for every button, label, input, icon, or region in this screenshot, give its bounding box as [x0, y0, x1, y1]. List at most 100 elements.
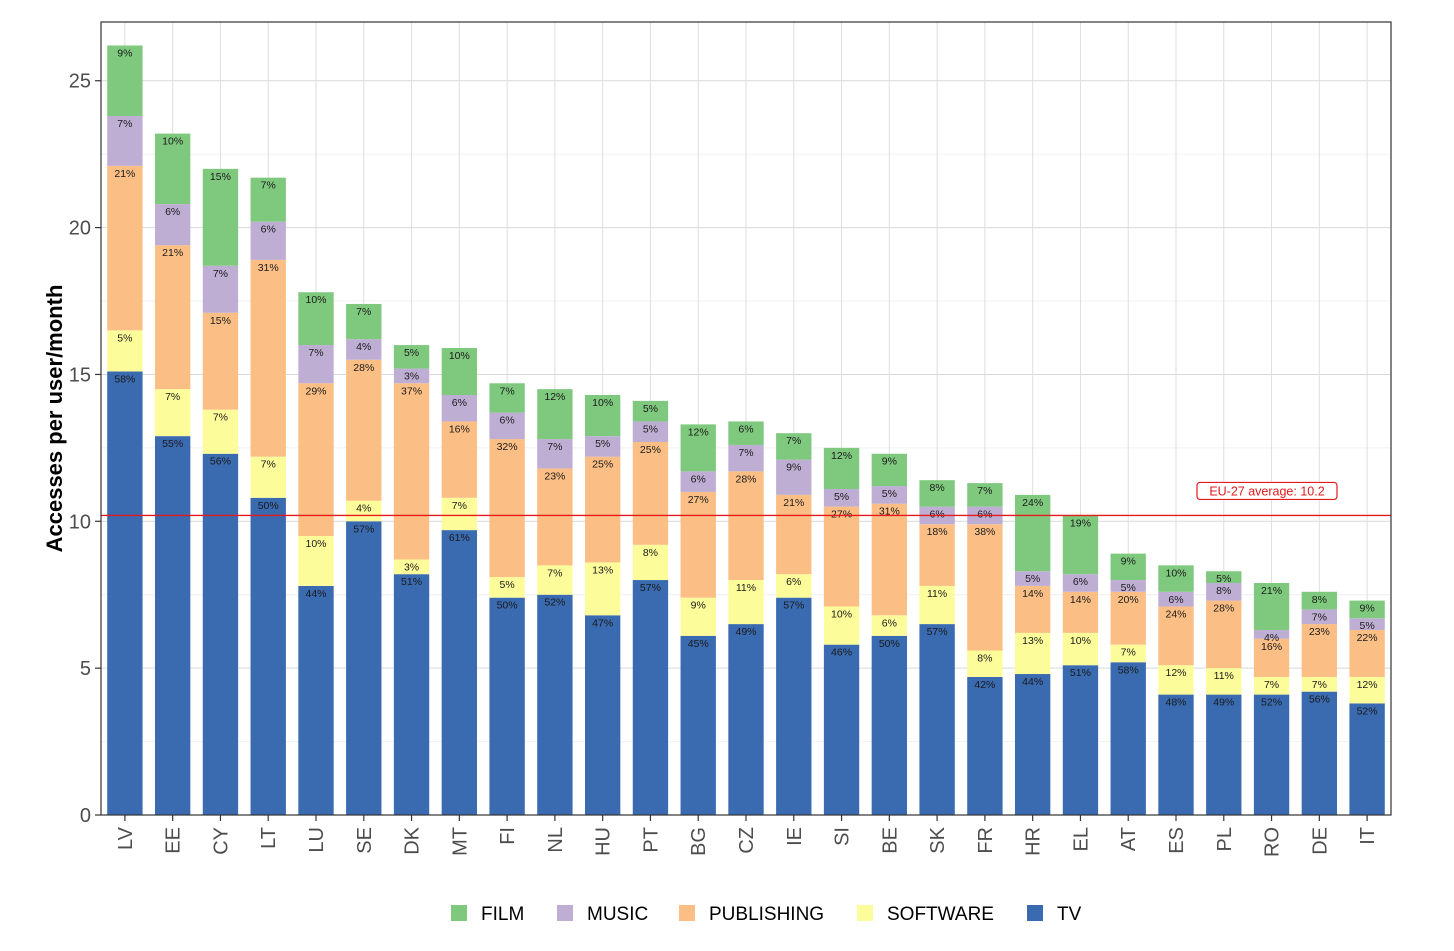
bar-segment-music-fi [489, 412, 525, 440]
bar-segment-film-hu [584, 395, 621, 437]
x-tick-label-pl: PL [1214, 827, 1236, 851]
bar-segment-tv-pt [632, 580, 669, 815]
bar-segment-software-hu [584, 562, 621, 616]
bar-segment-film-si [823, 447, 860, 489]
bar-label-music-cy: 7% [213, 268, 228, 280]
legend-label-music: MUSIC [587, 904, 648, 925]
bar-label-music-nl: 7% [547, 441, 562, 453]
bar-label-film-ro: 21% [1261, 585, 1282, 597]
bar-segment-film-ee [154, 133, 191, 205]
bar-segment-tv-ro [1253, 694, 1290, 815]
x-tick-label-sk: SK [927, 826, 949, 853]
bar-segment-film-be [871, 453, 908, 487]
bar-segment-film-pl [1206, 571, 1242, 583]
bar-label-music-ro: 4% [1264, 632, 1279, 644]
bar-label-music-ee: 6% [165, 206, 180, 218]
legend-label-tv: TV [1057, 904, 1082, 925]
bar-segment-publishing-mt [441, 421, 478, 498]
bar-label-publishing-sk: 18% [927, 526, 948, 538]
bar-segment-publishing-be [871, 503, 908, 616]
bar-segment-tv-fr [967, 676, 1003, 815]
bar-label-film-es: 10% [1165, 567, 1186, 579]
bar-segment-music-lu [298, 345, 334, 384]
bar-label-software-pt: 8% [643, 547, 658, 559]
bar-label-publishing-hu: 25% [592, 459, 613, 471]
bar-segment-tv-de [1301, 691, 1338, 815]
bar-label-music-fi: 6% [500, 415, 515, 427]
bar-segment-publishing-lt [250, 259, 286, 457]
legend-label-film: FILM [481, 904, 524, 925]
bar-segment-music-at [1110, 580, 1146, 592]
bar-segment-software-el [1062, 632, 1099, 666]
x-tick-label-hr: HR [1023, 827, 1045, 856]
bar-segment-publishing-pt [632, 441, 669, 545]
bar-segment-tv-be [871, 635, 908, 815]
y-tick-label: 10 [69, 511, 91, 533]
bar-label-publishing-es: 24% [1165, 608, 1186, 620]
bar-label-software-at: 7% [1121, 647, 1136, 659]
bar-segment-music-mt [441, 395, 478, 422]
bar-segment-film-lv [107, 45, 143, 116]
eu-average-label-box [1196, 481, 1338, 501]
bar-label-tv-el: 51% [1070, 667, 1091, 679]
x-tick-label-cy: CY [210, 827, 232, 855]
bar-segment-publishing-nl [537, 468, 573, 566]
bar-label-music-hr: 5% [1025, 573, 1040, 585]
bar-label-tv-se: 57% [353, 523, 374, 535]
bar-segment-software-se [346, 500, 382, 522]
bar-segment-publishing-lv [107, 165, 143, 331]
bar-label-tv-cy: 56% [210, 456, 231, 468]
bar-label-film-be: 9% [882, 456, 897, 468]
bar-segment-software-cy [202, 409, 239, 454]
bar-segment-software-pt [632, 544, 669, 581]
bar-segment-tv-at [1110, 662, 1146, 815]
bar-segment-music-ro [1253, 629, 1290, 639]
x-tick-label-es: ES [1166, 827, 1188, 854]
bar-segment-publishing-hr [1014, 585, 1051, 633]
bar-label-publishing-fi: 32% [497, 441, 518, 453]
bar-label-publishing-lt: 31% [258, 262, 279, 274]
bar-segment-film-el [1062, 515, 1099, 575]
bar-segment-music-lv [107, 115, 143, 166]
bar-segment-music-pt [632, 421, 669, 442]
bar-label-publishing-el: 14% [1070, 594, 1091, 606]
x-tick-label-si: SI [832, 827, 854, 846]
bar-label-film-de: 8% [1312, 594, 1327, 606]
bar-label-music-se: 4% [356, 341, 371, 353]
x-tick-label-it: IT [1357, 827, 1379, 845]
bar-segment-publishing-at [1110, 591, 1146, 645]
x-tick-label-hu: HU [593, 827, 615, 856]
bar-segment-publishing-si [823, 506, 860, 607]
bar-segment-tv-mt [441, 530, 478, 815]
bar-segment-music-bg [680, 471, 716, 492]
bar-label-software-fr: 8% [977, 653, 992, 665]
bar-segment-software-mt [441, 497, 478, 531]
bar-label-music-el: 6% [1073, 576, 1088, 588]
bar-label-software-lv: 5% [117, 332, 132, 344]
bar-segment-music-hu [584, 436, 621, 457]
bar-label-film-nl: 12% [544, 391, 565, 403]
bar-label-tv-de: 56% [1309, 694, 1330, 706]
bar-label-publishing-pl: 28% [1213, 603, 1234, 615]
bar-segment-film-lu [298, 292, 334, 346]
y-tick-label: 15 [69, 364, 91, 386]
bar-segment-music-si [823, 488, 860, 507]
bar-label-publishing-bg: 27% [688, 494, 709, 506]
bar-segment-tv-lu [298, 585, 334, 815]
bar-label-software-hr: 13% [1022, 635, 1043, 647]
bar-label-music-hu: 5% [595, 438, 610, 450]
y-tick-label: 5 [80, 658, 91, 680]
bar-label-tv-ro: 52% [1261, 697, 1282, 709]
bar-segment-music-el [1062, 574, 1099, 592]
bar-label-film-fi: 7% [500, 385, 515, 397]
bar-segment-film-lt [250, 177, 286, 222]
bar-label-software-be: 6% [882, 617, 897, 629]
x-tick-label-lt: LT [258, 827, 280, 849]
bar-label-software-cz: 11% [736, 582, 756, 594]
y-tick-label: 0 [80, 805, 91, 827]
legend-swatch-music [557, 905, 573, 921]
bar-segment-publishing-cz [728, 471, 764, 581]
bar-segment-tv-el [1062, 665, 1099, 815]
bar-segment-film-mt [441, 348, 478, 396]
